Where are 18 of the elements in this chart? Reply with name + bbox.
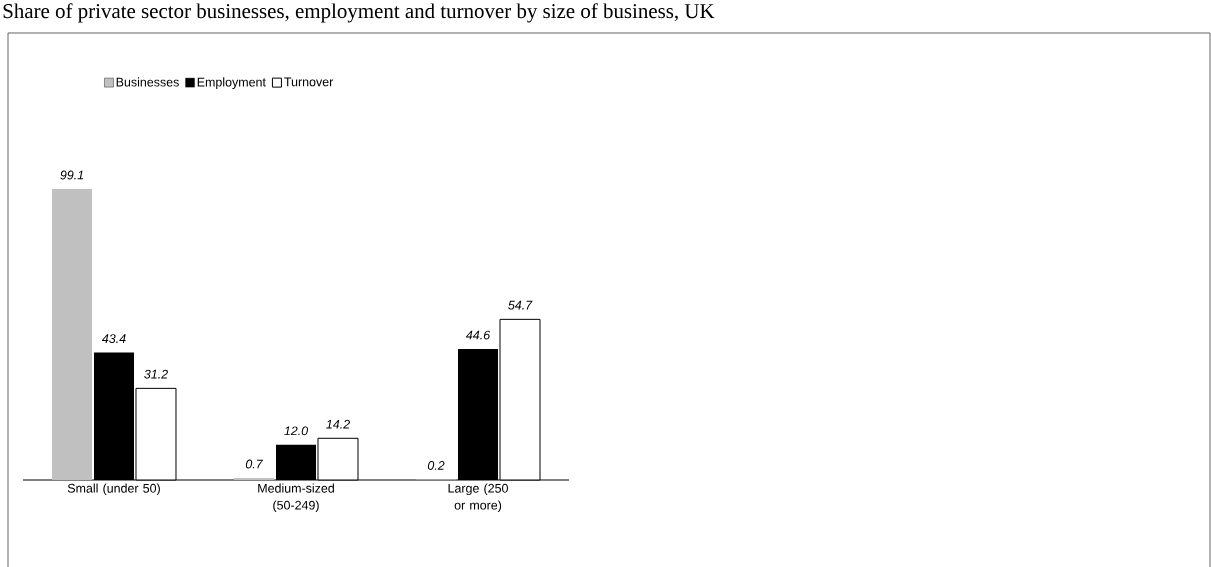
data-label: 0.2 bbox=[427, 461, 445, 470]
bar bbox=[52, 188, 93, 480]
x-tick-label: Small (under 50) bbox=[67, 483, 160, 496]
legend-label: Employment bbox=[197, 77, 266, 89]
data-label: 44.6 bbox=[465, 330, 491, 340]
data-label: 0.7 bbox=[245, 459, 264, 469]
legend-label: Businesses bbox=[116, 77, 179, 87]
data-label: 14.2 bbox=[326, 419, 350, 429]
x-tick-label: Large (250 or more) bbox=[448, 483, 508, 513]
data-label: 54.7 bbox=[508, 300, 533, 310]
x-tick-label: Medium-sized (50-249) bbox=[258, 483, 334, 513]
data-label: 43.4 bbox=[101, 334, 126, 344]
data-label: 12.0 bbox=[284, 426, 309, 436]
bar bbox=[234, 477, 275, 480]
chart-title: Share of private sector businesses, employment and turnover by size of business, UK bbox=[3, 3, 715, 23]
data-label: 31.2 bbox=[144, 369, 168, 379]
data-label: 99.1 bbox=[60, 170, 84, 180]
legend-label: Turnover bbox=[284, 77, 334, 87]
